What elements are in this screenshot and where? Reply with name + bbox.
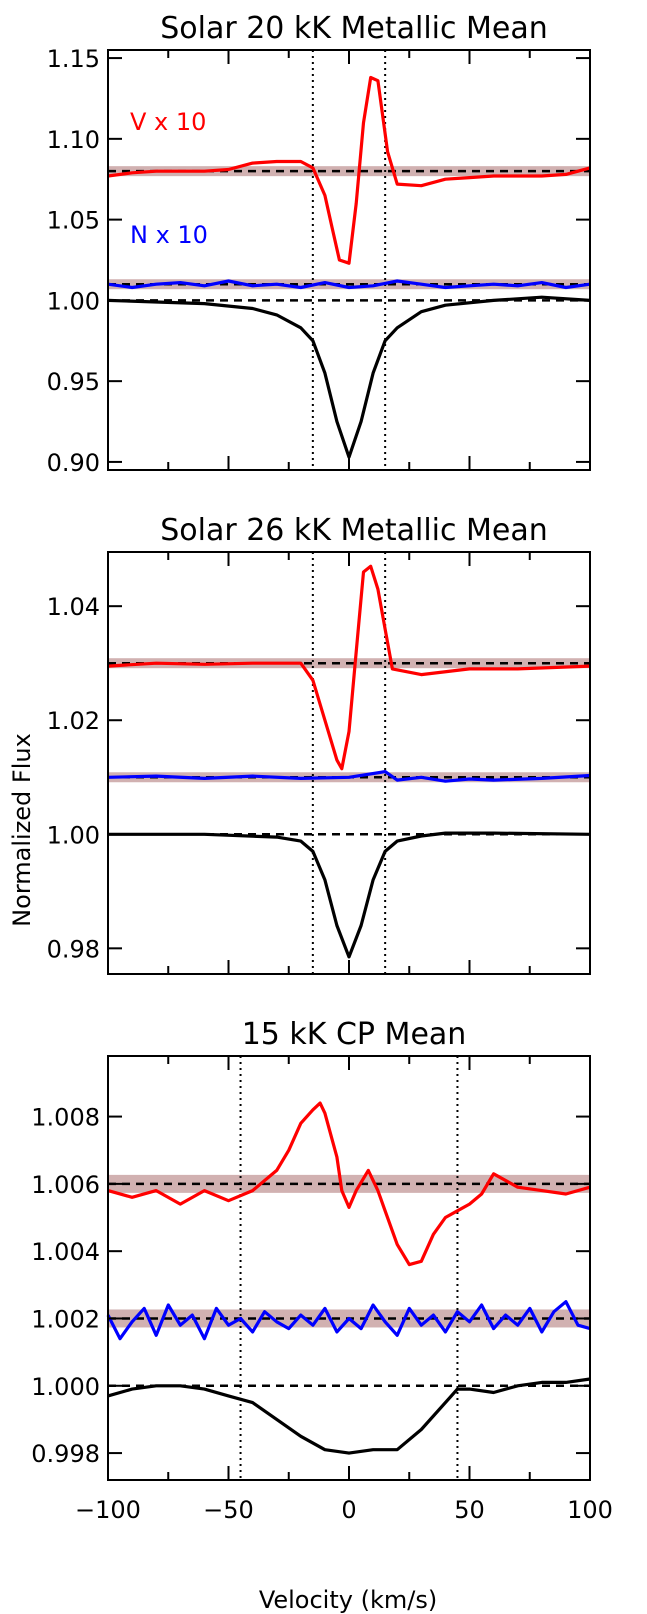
y-tick-label: 1.006 — [31, 1171, 100, 1199]
y-tick-label: 1.10 — [47, 126, 100, 154]
x-tick-label: 50 — [454, 1496, 485, 1524]
y-tick-label: 1.04 — [47, 593, 100, 621]
x-tick-label: −100 — [75, 1496, 141, 1524]
y-tick-label: 1.00 — [47, 287, 100, 315]
null-n-line — [107, 279, 591, 290]
stokes-v-line — [107, 1101, 591, 1267]
y-tick-label: 1.004 — [31, 1238, 100, 1266]
stokes-v-line — [107, 75, 591, 265]
y-tick-label: 1.00 — [47, 821, 100, 849]
null-n-line — [107, 769, 591, 783]
y-tick-label: 0.95 — [47, 368, 100, 396]
y-axis-label: Normalized Flux — [8, 733, 36, 927]
null-n-line — [106, 1300, 591, 1341]
y-tick-label: 1.15 — [47, 45, 100, 73]
series-annotation: N x 10 — [130, 221, 208, 249]
stokes-i-line — [108, 831, 591, 959]
y-tick-label: 1.002 — [31, 1305, 100, 1333]
x-tick-label: 0 — [341, 1496, 356, 1524]
panel-2: Solar 26 kK Metallic Mean 0.98 1.00 1.02 1.0… — [47, 513, 591, 975]
plot-frame — [107, 1055, 591, 1481]
y-tick-label: 0.998 — [31, 1440, 100, 1468]
stokes-v-line — [107, 564, 591, 771]
y-tick-label: 0.98 — [47, 935, 100, 963]
y-tick-label: 1.000 — [31, 1373, 100, 1401]
plot-frame — [107, 551, 591, 975]
x-tick-label: 100 — [567, 1496, 613, 1524]
stokes-i-line — [107, 1377, 591, 1455]
x-tick-label: −50 — [203, 1496, 254, 1524]
panel-1: Solar 20 kK Metallic Mean 0.90 0.95 1.00 1.0… — [47, 11, 591, 477]
panel-title: 15 kK CP Mean — [242, 1017, 467, 1052]
y-tick-label: 0.90 — [47, 449, 100, 477]
y-tick-label: 1.02 — [47, 707, 100, 735]
x-axis-label: Velocity (km/s) — [259, 1586, 437, 1614]
panel-3: 15 kK CP Mean 0.998 1.000 1.002 1.004 1.006 1.… — [31, 1017, 613, 1524]
stokes-i-line — [107, 295, 591, 459]
panel-title: Solar 20 kK Metallic Mean — [160, 11, 548, 46]
y-tick-label: 1.008 — [31, 1104, 100, 1132]
panel-title: Solar 26 kK Metallic Mean — [160, 513, 548, 548]
series-annotation: V x 10 — [130, 108, 206, 136]
y-tick-label: 1.05 — [47, 207, 100, 235]
